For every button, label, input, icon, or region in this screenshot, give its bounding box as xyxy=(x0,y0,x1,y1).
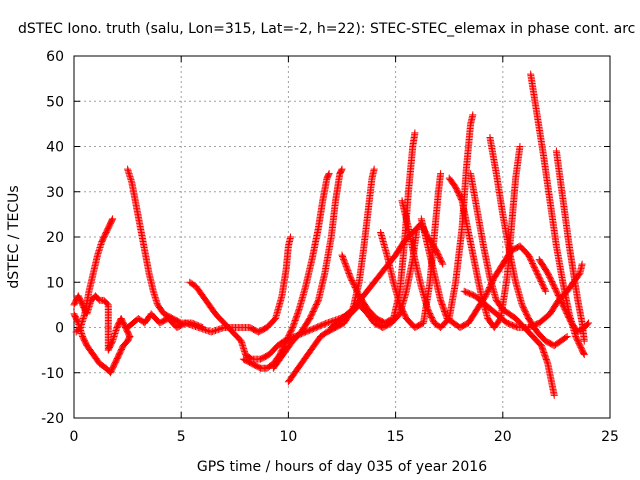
data-point xyxy=(314,298,322,306)
data-point xyxy=(181,319,189,327)
data-point xyxy=(201,326,209,334)
data-point xyxy=(583,320,591,328)
x-tick-label: 5 xyxy=(177,429,186,445)
x-tick-label: 10 xyxy=(279,429,297,445)
data-point xyxy=(580,337,588,345)
data-point xyxy=(542,287,550,295)
data-point xyxy=(200,326,208,334)
data-point xyxy=(187,321,195,329)
data-point xyxy=(541,286,549,294)
data-point xyxy=(326,318,334,326)
x-tick-label: 25 xyxy=(601,429,619,445)
data-point xyxy=(125,331,133,339)
data-point xyxy=(194,324,202,331)
series-20 xyxy=(460,260,586,331)
data-point xyxy=(327,317,335,325)
data-point xyxy=(193,323,201,331)
series-16 xyxy=(467,170,558,399)
series-0 xyxy=(70,310,134,377)
data-point xyxy=(196,324,204,332)
data-points xyxy=(70,70,593,399)
data-point xyxy=(126,333,134,341)
data-point xyxy=(191,322,199,330)
data-point xyxy=(203,327,211,335)
data-point xyxy=(209,328,217,336)
x-tick-label: 15 xyxy=(387,429,405,445)
x-tick-label: 20 xyxy=(494,429,512,445)
y-tick-label: -20 xyxy=(41,411,64,427)
data-point xyxy=(183,319,191,327)
data-point xyxy=(197,325,205,333)
data-point xyxy=(190,322,198,330)
y-tick-label: 20 xyxy=(46,230,64,246)
data-point xyxy=(437,170,445,178)
series-8 xyxy=(284,165,378,386)
y-tick-label: 0 xyxy=(55,321,64,337)
y-tick-label: 30 xyxy=(46,185,64,201)
data-point xyxy=(219,324,227,332)
series-4 xyxy=(124,233,295,336)
data-point xyxy=(469,111,477,119)
series-5 xyxy=(186,278,288,363)
data-point xyxy=(438,259,446,267)
series-2 xyxy=(70,292,134,354)
data-point xyxy=(578,260,586,268)
data-point xyxy=(213,326,221,334)
data-point xyxy=(585,319,593,327)
x-axis-label: GPS time / hours of day 035 of year 2016 xyxy=(197,459,487,475)
data-point xyxy=(411,129,419,137)
data-point xyxy=(325,170,333,178)
grid xyxy=(74,56,610,418)
data-point xyxy=(323,319,331,327)
data-point xyxy=(439,260,447,268)
y-axis-label: dSTEC / TECUs xyxy=(6,185,22,288)
data-point xyxy=(337,166,345,174)
series-1 xyxy=(72,215,117,336)
series-3 xyxy=(124,165,207,331)
data-point xyxy=(216,325,224,333)
series-19 xyxy=(552,147,588,345)
y-tick-label: 50 xyxy=(46,94,64,110)
data-point xyxy=(563,333,571,341)
x-tick-label: 0 xyxy=(70,429,79,445)
data-point xyxy=(516,143,524,150)
data-point xyxy=(212,327,220,335)
data-point xyxy=(287,233,295,241)
data-point xyxy=(512,323,520,331)
data-point xyxy=(580,351,588,359)
data-point xyxy=(457,195,465,203)
data-point xyxy=(324,318,332,326)
data-point xyxy=(186,320,194,328)
series-21 xyxy=(535,256,593,336)
y-tick-label: 40 xyxy=(46,140,64,156)
data-point xyxy=(338,165,346,173)
y-tick-label: 10 xyxy=(46,275,64,291)
data-point xyxy=(325,171,333,179)
data-point xyxy=(184,320,192,328)
series-15 xyxy=(417,215,550,331)
data-point xyxy=(580,350,588,358)
data-point xyxy=(370,165,378,173)
data-point xyxy=(214,326,222,334)
data-point xyxy=(109,215,117,223)
data-point xyxy=(562,333,570,341)
y-tick-label: -10 xyxy=(41,366,64,382)
data-point xyxy=(108,216,116,224)
data-point xyxy=(207,328,215,336)
data-point xyxy=(217,325,225,333)
axis-ticks: 0 5 10 15 20 25 -20 -10 0 10 20 30 40 50 60 xyxy=(41,49,619,445)
data-point xyxy=(189,321,197,329)
data-point xyxy=(210,327,218,335)
data-point xyxy=(550,391,558,399)
chart-title: dSTEC Iono. truth (salu, Lon=315, Lat=-2… xyxy=(18,21,635,37)
data-point xyxy=(199,325,207,333)
y-tick-label: 60 xyxy=(46,49,64,65)
